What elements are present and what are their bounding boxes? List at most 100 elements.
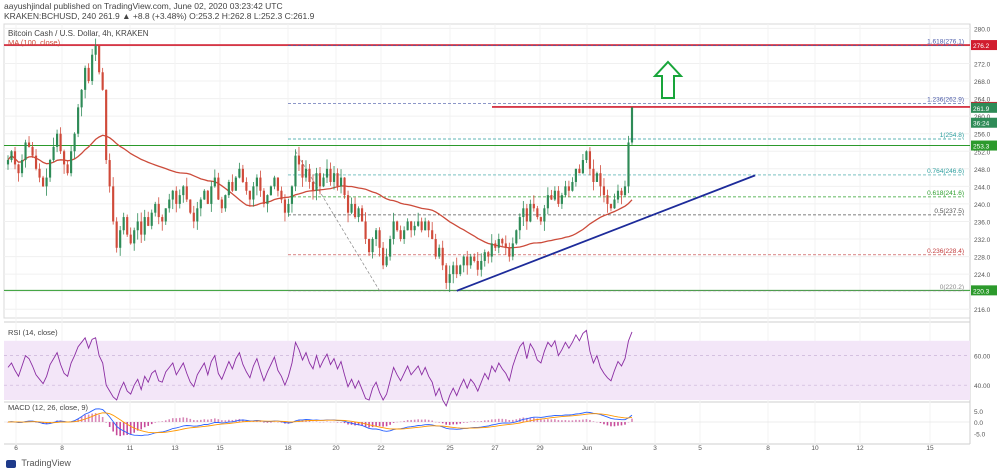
price-badge <box>971 102 997 113</box>
candle-down <box>105 89 108 161</box>
macd-histogram-bar <box>389 422 391 425</box>
candle-down <box>220 199 223 209</box>
macd-histogram-bar <box>217 419 220 422</box>
macd-histogram-bar <box>547 419 549 422</box>
candle-down <box>262 190 265 204</box>
macd-histogram-bar <box>571 420 574 422</box>
macd-histogram-bar <box>336 422 339 423</box>
macd-histogram-bar <box>115 422 118 436</box>
macd-histogram-bar <box>185 417 188 422</box>
macd-histogram-bar <box>7 422 9 423</box>
candle-up <box>84 67 87 90</box>
candle-down <box>360 208 364 222</box>
candle-up <box>522 208 525 218</box>
tradingview-logo-icon <box>6 459 16 468</box>
macd-histogram-bar <box>263 422 265 423</box>
candle-up <box>48 160 52 178</box>
candle-up <box>133 230 136 244</box>
time-tick-label: 27 <box>491 445 499 452</box>
price-tick-label: 280.0 <box>974 26 991 33</box>
macd-histogram-bar <box>242 419 244 422</box>
candle-down <box>157 203 160 218</box>
macd-histogram-bar <box>203 419 206 422</box>
macd-histogram-bar <box>568 420 570 422</box>
price-badge <box>971 140 997 151</box>
candle-up <box>45 177 48 187</box>
candle-down <box>494 243 497 248</box>
candle-up <box>497 239 500 248</box>
macd-histogram-bar <box>210 419 213 422</box>
macd-histogram-bar <box>108 422 111 427</box>
candle-down <box>609 203 613 209</box>
macd-histogram-bar <box>455 422 458 425</box>
candle-down <box>378 230 381 248</box>
footer-brand[interactable]: TradingView <box>6 458 71 468</box>
fib-level-label: 1.618(276.1) <box>927 39 964 46</box>
candle-up <box>290 186 294 204</box>
macd-histogram-bar <box>564 420 567 422</box>
macd-histogram-bar <box>231 419 234 422</box>
candle-down <box>115 221 118 248</box>
macd-histogram-bar <box>427 419 430 422</box>
macd-pane: 5.0 0.0 -5.0 <box>4 408 986 438</box>
price-tick-label: 272.0 <box>974 61 991 68</box>
candle-down <box>599 173 602 187</box>
macd-histogram-bar <box>431 420 433 422</box>
macd-histogram-bar <box>228 419 230 422</box>
candle-down <box>101 72 104 90</box>
macd-histogram-bar <box>77 418 79 422</box>
macd-histogram-bar <box>473 421 476 422</box>
candle-down <box>353 203 357 218</box>
macd-histogram-bar <box>312 421 314 423</box>
candle-up <box>483 252 486 261</box>
fib-level-label: 1(254.8) <box>940 132 964 139</box>
candle-down <box>336 173 339 187</box>
macd-histogram-bar <box>504 419 507 422</box>
candle-up <box>210 186 213 204</box>
macd-histogram-bar <box>476 421 479 422</box>
candle-down <box>308 168 311 182</box>
candle-down <box>112 186 115 222</box>
candle-down <box>501 239 504 244</box>
candle-down <box>364 221 367 240</box>
candle-up <box>469 256 472 266</box>
candle-up <box>287 203 290 213</box>
candle-up <box>332 173 336 182</box>
macd-histogram-bar <box>326 421 328 422</box>
candle-down <box>441 247 444 266</box>
macd-histogram-bar <box>315 421 318 422</box>
macd-tick-label: 5.0 <box>974 409 983 416</box>
candle-down <box>346 195 350 213</box>
time-tick-label: 3 <box>653 445 657 452</box>
macd-histogram-bar <box>45 422 48 425</box>
macd-histogram-bar <box>252 421 255 422</box>
macd-tick-label: 0.0 <box>974 420 983 427</box>
candle-down <box>189 199 192 213</box>
macd-histogram-bar <box>417 419 419 422</box>
macd-histogram-bar <box>84 414 86 422</box>
candle-up <box>224 195 227 209</box>
candle-down <box>245 181 248 191</box>
macd-histogram-bar <box>224 420 227 422</box>
macd-histogram-bar <box>112 422 114 432</box>
candle-up <box>213 177 216 187</box>
macd-histogram-bar <box>375 422 377 427</box>
price-axis: 216.0220.0224.0228.0232.0236.0240.0244.0… <box>971 26 997 314</box>
macd-histogram-bar <box>466 422 469 423</box>
macd-histogram-bar <box>494 419 497 422</box>
candle-up <box>350 203 353 213</box>
fib-level-label: 0.618(241.6) <box>927 190 964 197</box>
candle-down <box>248 190 251 200</box>
macd-histogram-bar <box>480 421 483 422</box>
candle-down <box>34 155 38 169</box>
candle-down <box>297 155 301 165</box>
rsi-band <box>4 340 970 400</box>
candle-down <box>367 239 371 253</box>
candle-down <box>396 221 399 231</box>
candle-down <box>27 142 31 147</box>
macd-histogram-bar <box>168 419 171 422</box>
candle-up <box>462 256 465 266</box>
candle-down <box>445 265 448 283</box>
price-tick-label: 216.0 <box>974 307 991 314</box>
